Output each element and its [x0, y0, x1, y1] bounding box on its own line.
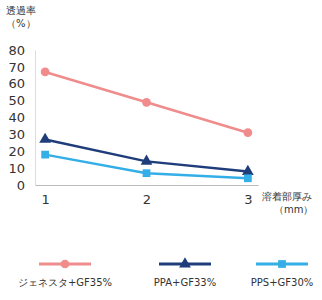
y-tick-label: 60: [8, 76, 25, 91]
series-area: [39, 68, 253, 183]
y-tick-label: 50: [8, 93, 25, 108]
series-marker: [143, 169, 151, 177]
series-line: [45, 139, 248, 171]
y-tick-label: 10: [8, 161, 25, 176]
x-tick-label: 1: [41, 192, 49, 207]
x-axis: 1 2 3: [36, 185, 259, 207]
series-marker: [39, 133, 51, 143]
legend-label: PPS+GF30%: [251, 277, 314, 288]
y-tick-label: 40: [8, 110, 25, 125]
legend-item: PPA+GF33%: [154, 257, 216, 288]
legend-item: ジェネスタ+GF35%: [18, 260, 112, 288]
x-tick: 2: [143, 185, 151, 207]
y-tick: 50: [8, 93, 35, 108]
y-tick: 30: [8, 127, 35, 142]
y-tick-label: 70: [8, 60, 25, 75]
series-line: [45, 72, 248, 133]
y-axis: 0 10 20 30 40 50 6070 80: [8, 43, 35, 193]
series-line: [45, 155, 248, 179]
series-marker: [141, 155, 153, 165]
y-tick: 0: [17, 178, 35, 193]
y-tick: 10: [8, 161, 35, 176]
legend-marker: [61, 260, 70, 269]
y-tick-label: 20: [8, 144, 25, 159]
y-tick-label: 80: [8, 43, 25, 58]
series-marker: [142, 98, 151, 107]
legend-label: ジェネスタ+GF35%: [18, 277, 112, 288]
x-tick: 1: [41, 185, 49, 207]
x-tick-label: 2: [143, 192, 151, 207]
chart: 0 10 20 30 40 50 6070 80 1 2 3 透過率（%） 溶着部厚み（mm） ジェネスタ…: [0, 0, 322, 300]
series-marker: [244, 174, 252, 182]
y-tick: 80: [8, 43, 35, 58]
legend-label: PPA+GF33%: [154, 277, 216, 288]
series-marker: [41, 68, 50, 77]
legend-item: PPS+GF30%: [251, 260, 314, 288]
legend: ジェネスタ+GF35% PPA+GF33% PPS+GF30%: [18, 257, 313, 288]
x-tick: 3: [244, 185, 252, 207]
series-marker: [243, 128, 252, 137]
y-tick-label: 0: [17, 178, 25, 193]
x-tick-label: 3: [244, 192, 252, 207]
x-axis-title: 溶着部厚み（mm）: [262, 191, 313, 215]
y-tick-label: 30: [8, 127, 25, 142]
y-tick: 40: [8, 110, 35, 125]
y-tick: 60: [8, 76, 35, 91]
legend-marker: [179, 257, 191, 267]
y-tick: 70: [8, 60, 35, 75]
y-axis-title: 透過率（%）: [6, 5, 36, 29]
y-tick: 20: [8, 144, 35, 159]
series-marker: [41, 151, 49, 159]
x-axis-line: [36, 185, 259, 186]
legend-marker: [278, 260, 286, 268]
y-axis-line: [35, 51, 36, 186]
series-marker: [242, 165, 254, 175]
